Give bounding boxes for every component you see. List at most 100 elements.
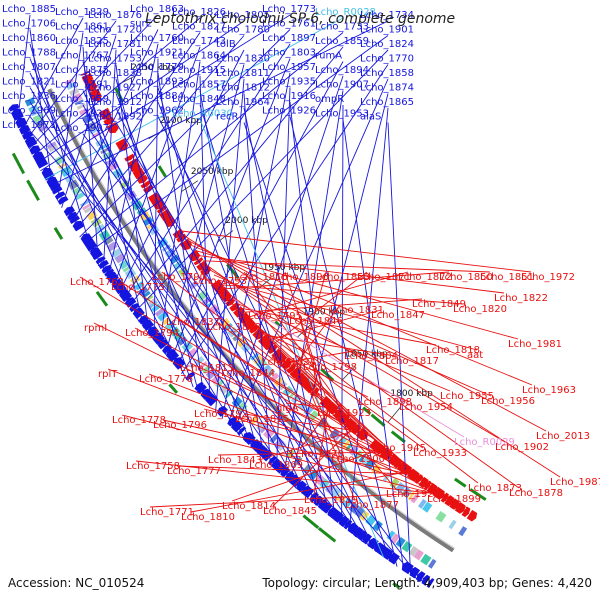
feature-block (102, 235, 114, 246)
feature-block (129, 302, 140, 313)
feature-label: Lcho_1859 (315, 36, 369, 47)
feature-block (362, 406, 372, 415)
leader-line (217, 279, 478, 351)
feature-block (95, 290, 109, 307)
feature-block (100, 147, 110, 155)
feature-block (101, 264, 113, 274)
feature-block (358, 453, 367, 463)
feature-block (219, 383, 231, 395)
feature-label: Lcho_1878 (509, 488, 563, 499)
leader-line (102, 49, 117, 273)
leader-line (289, 101, 336, 521)
scale-tick-label: 2050 kbp (191, 167, 234, 177)
leader-line (29, 116, 357, 538)
feature-block (67, 211, 78, 221)
feature-label: Lcho_1831 (330, 305, 384, 316)
feature-block (187, 347, 198, 358)
feature-label: Lcho_1794 (125, 328, 179, 339)
feature-block (129, 162, 141, 173)
feature-label: Lcho_1788 (2, 48, 56, 59)
feature-block (28, 104, 39, 113)
feature-label: Lcho_1893 (130, 77, 184, 88)
feature-label: Lcho_1720 (88, 25, 142, 36)
feature-label: Lcho_1874 (360, 83, 414, 94)
feature-block (428, 558, 437, 569)
feature-label: Lcho_1897 (262, 33, 316, 44)
feature-block (48, 144, 59, 153)
feature-block (216, 405, 229, 417)
feature-block (420, 553, 432, 566)
feature-label: Lcho_1865 (360, 97, 414, 108)
leader-line (149, 491, 444, 508)
feature-label: aat (467, 350, 483, 361)
feature-label: Lcho_1864 (172, 51, 226, 62)
feature-block (370, 413, 386, 427)
feature-block (390, 430, 406, 444)
feature-label: Lcho_1900 (331, 454, 385, 465)
feature-label: Lcho_1858 (360, 68, 414, 79)
feature-block (159, 208, 173, 222)
map-title: Leptothrix cholodnii SP-6, complete geno… (145, 11, 455, 27)
feature-label: Lcho_1848 (172, 94, 226, 105)
feature-block (295, 480, 307, 493)
feature-label: Lcho_1877 (345, 500, 399, 511)
leader-line (115, 93, 253, 449)
feature-label: Lcho_1846 (289, 316, 343, 327)
feature-label: Lcho_1798 (303, 362, 357, 373)
feature-block (205, 368, 217, 380)
feature-block (57, 196, 69, 205)
feature-label: Lcho_1850 (439, 272, 493, 283)
feature-block (409, 566, 421, 579)
feature-block (15, 117, 28, 129)
feature-block (188, 280, 199, 290)
feature-label: Lcho_1812 (216, 83, 270, 94)
leader-line (264, 334, 396, 357)
feature-label: Lcho_1916 (262, 91, 316, 102)
feature-block (185, 371, 196, 381)
feature-block (269, 433, 279, 444)
feature-block (32, 113, 44, 123)
accession-text: Accession: NC_010524 (8, 576, 144, 590)
leader-line (231, 447, 386, 502)
feature-label: Lcho_1971 (2, 120, 56, 131)
feature-block (74, 99, 84, 106)
feature-label: Lcho_1933 (413, 448, 467, 459)
leader-line (221, 284, 464, 305)
leader-line (341, 104, 344, 526)
feature-label: Lcho_1830 (216, 54, 270, 65)
feature-label: glgA (276, 403, 298, 414)
leader-line (205, 264, 520, 489)
leader-line (56, 32, 84, 201)
label-leader-lines (16, 14, 561, 586)
feature-block (151, 303, 162, 313)
feature-block (210, 279, 224, 293)
feature-label: Lcho_1907 (315, 80, 369, 91)
feature-block (454, 477, 467, 488)
leader-line (175, 61, 344, 368)
feature-label: Lcho_1819 (304, 495, 358, 506)
feature-block (82, 203, 92, 211)
leader-line (107, 43, 159, 280)
feature-label: Lcho_1838 (88, 68, 142, 79)
feature-block (67, 179, 80, 191)
feature-block (273, 376, 284, 387)
feature-block (226, 263, 240, 280)
leader-line (232, 298, 465, 438)
leader-line (289, 93, 389, 484)
feature-label: Lcho_1706 (2, 19, 56, 30)
leader-line (175, 316, 405, 464)
feature-block (320, 367, 335, 382)
feature-block (169, 326, 181, 337)
feature-block (319, 478, 331, 490)
feature-block (458, 526, 468, 537)
leader-line (348, 107, 389, 532)
leader-line (199, 75, 211, 406)
feature-block (76, 103, 87, 110)
leader-line (281, 353, 383, 444)
feature-label: Lcho_1733 (315, 22, 369, 33)
feature-label: Lcho_1796 (153, 420, 207, 431)
leader-line (82, 75, 194, 388)
feature-label: Lcho_1875 (55, 65, 109, 76)
leader-line (387, 122, 412, 576)
leader-line (277, 348, 397, 490)
